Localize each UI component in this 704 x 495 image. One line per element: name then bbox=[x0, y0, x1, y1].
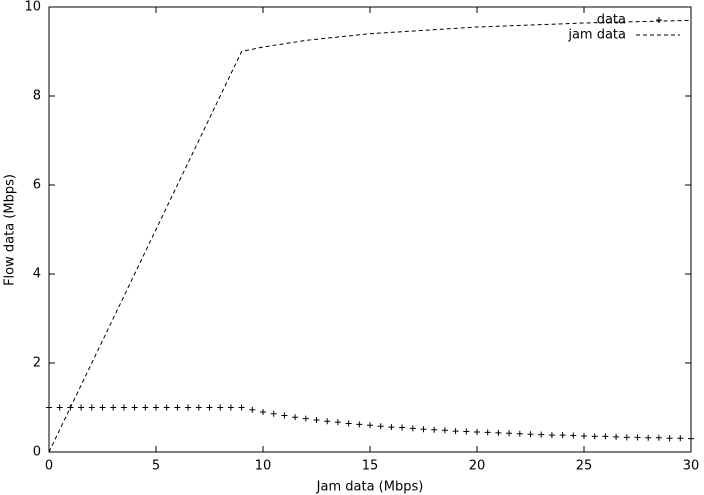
point bbox=[281, 412, 288, 419]
point bbox=[581, 432, 587, 439]
point bbox=[441, 427, 448, 434]
point bbox=[527, 431, 534, 438]
point bbox=[260, 408, 266, 415]
point bbox=[452, 428, 459, 435]
point bbox=[206, 404, 213, 411]
point bbox=[570, 432, 577, 439]
y-tick-label: 6 bbox=[33, 178, 41, 193]
point bbox=[345, 420, 352, 427]
point bbox=[313, 416, 320, 423]
point bbox=[249, 406, 256, 413]
point bbox=[185, 404, 192, 411]
point bbox=[78, 404, 85, 411]
point bbox=[634, 434, 641, 441]
legend-marker bbox=[656, 17, 662, 23]
point bbox=[484, 429, 491, 436]
x-tick-label: 20 bbox=[469, 459, 486, 474]
point bbox=[99, 404, 106, 411]
point bbox=[677, 435, 684, 442]
point bbox=[399, 424, 406, 431]
point bbox=[538, 431, 545, 438]
x-tick-label: 5 bbox=[152, 459, 160, 474]
point bbox=[110, 404, 117, 411]
legend-label: jam data bbox=[567, 28, 626, 43]
point bbox=[174, 404, 181, 411]
point bbox=[46, 404, 52, 411]
point bbox=[302, 415, 309, 422]
point bbox=[474, 428, 480, 435]
point bbox=[377, 423, 384, 430]
point bbox=[163, 404, 170, 411]
series-line bbox=[48, 19, 692, 453]
x-tick-label: 25 bbox=[576, 459, 593, 474]
point bbox=[409, 425, 416, 432]
x-tick-label: 30 bbox=[683, 459, 700, 474]
point bbox=[463, 428, 470, 435]
y-tick-label: 0 bbox=[33, 445, 41, 460]
point bbox=[324, 418, 331, 425]
point bbox=[388, 424, 395, 431]
point bbox=[666, 435, 673, 442]
point bbox=[506, 430, 513, 437]
y-tick-label: 8 bbox=[33, 89, 41, 104]
point bbox=[217, 404, 224, 411]
x-tick-label: 10 bbox=[255, 459, 272, 474]
point bbox=[131, 404, 138, 411]
plot-border bbox=[48, 6, 692, 453]
point bbox=[356, 421, 363, 428]
x-tick-label: 0 bbox=[45, 459, 53, 474]
y-tick-label: 2 bbox=[33, 356, 41, 371]
point bbox=[591, 433, 598, 440]
point bbox=[623, 434, 630, 441]
point bbox=[559, 432, 566, 439]
x-tick-label: 15 bbox=[362, 459, 379, 474]
y-tick-label: 10 bbox=[24, 0, 41, 15]
point bbox=[88, 404, 95, 411]
point bbox=[516, 430, 523, 437]
point bbox=[431, 426, 438, 433]
point bbox=[613, 433, 620, 440]
point bbox=[548, 432, 555, 439]
point bbox=[292, 414, 299, 421]
point bbox=[495, 429, 502, 436]
point bbox=[420, 426, 427, 433]
point bbox=[645, 434, 652, 441]
point bbox=[602, 433, 609, 440]
x-axis-title: Jam data (Mbps) bbox=[316, 480, 424, 495]
point bbox=[56, 404, 63, 411]
point bbox=[142, 404, 149, 411]
point bbox=[655, 434, 662, 441]
y-tick-label: 4 bbox=[33, 267, 41, 282]
y-axis-title: Flow data (Mbps) bbox=[3, 174, 18, 286]
point bbox=[153, 404, 159, 411]
point bbox=[334, 419, 341, 426]
point bbox=[688, 435, 694, 442]
point bbox=[367, 422, 373, 429]
point bbox=[195, 404, 202, 411]
point bbox=[120, 404, 127, 411]
legend-label: data bbox=[597, 13, 626, 28]
point bbox=[270, 410, 277, 417]
point bbox=[227, 404, 234, 411]
point bbox=[238, 404, 245, 411]
